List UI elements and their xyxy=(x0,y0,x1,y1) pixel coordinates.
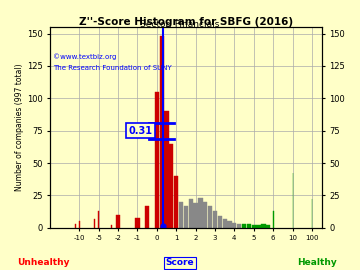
Y-axis label: Number of companies (997 total): Number of companies (997 total) xyxy=(15,64,24,191)
Bar xyxy=(174,176,178,228)
Bar xyxy=(94,219,95,228)
Bar xyxy=(169,144,174,228)
Bar xyxy=(232,223,237,228)
Bar xyxy=(189,199,193,228)
Bar xyxy=(184,206,188,228)
Bar xyxy=(261,224,266,228)
Bar xyxy=(203,202,207,228)
Text: ©www.textbiz.org: ©www.textbiz.org xyxy=(53,53,116,60)
Bar xyxy=(155,92,159,228)
Bar xyxy=(111,225,112,228)
Text: Unhealthy: Unhealthy xyxy=(17,258,69,267)
Bar xyxy=(222,219,227,228)
Bar xyxy=(252,225,256,228)
Bar xyxy=(242,224,246,228)
Bar xyxy=(98,211,99,228)
Text: Healthy: Healthy xyxy=(297,258,337,267)
Bar xyxy=(165,111,168,228)
Text: Score: Score xyxy=(166,258,194,267)
Bar xyxy=(193,203,198,228)
Bar xyxy=(218,216,222,228)
Text: Sector: Financials: Sector: Financials xyxy=(140,20,220,29)
Text: 0.31: 0.31 xyxy=(128,126,152,136)
Bar xyxy=(208,206,212,228)
Bar xyxy=(75,224,76,228)
Bar xyxy=(247,224,251,228)
Bar xyxy=(159,36,164,228)
Bar xyxy=(228,221,231,228)
Bar xyxy=(179,202,183,228)
Text: The Research Foundation of SUNY: The Research Foundation of SUNY xyxy=(53,65,172,71)
Bar xyxy=(116,215,120,228)
Bar xyxy=(79,221,80,228)
Bar xyxy=(266,225,270,228)
Bar xyxy=(256,225,261,228)
Bar xyxy=(145,206,149,228)
Bar xyxy=(198,198,203,228)
Bar xyxy=(135,218,140,228)
Bar xyxy=(273,211,274,228)
Bar xyxy=(237,224,241,228)
Title: Z''-Score Histogram for SBFG (2016): Z''-Score Histogram for SBFG (2016) xyxy=(79,17,293,27)
Bar xyxy=(213,211,217,228)
